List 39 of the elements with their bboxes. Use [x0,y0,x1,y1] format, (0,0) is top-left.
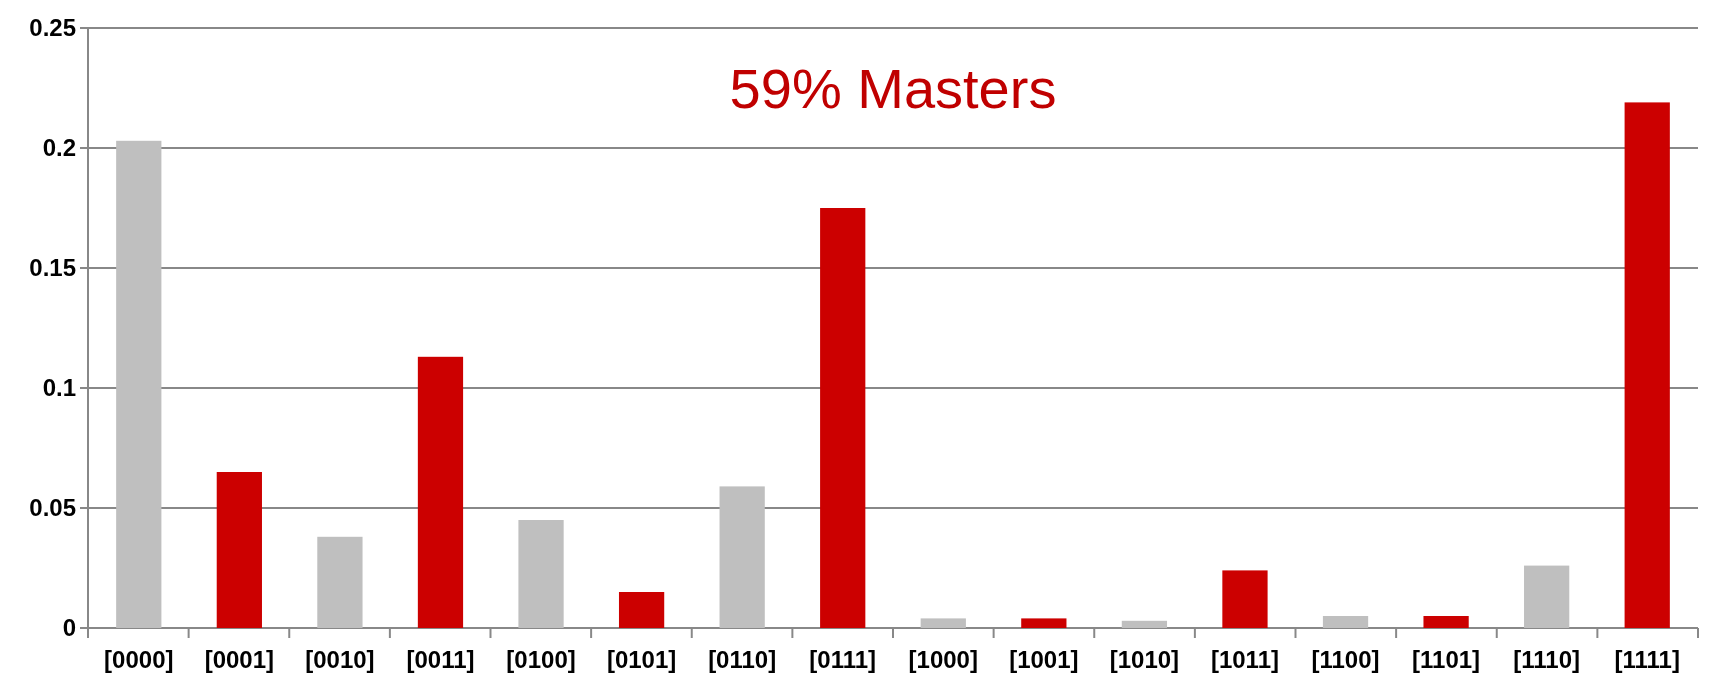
x-tick-label: [1100] [1311,646,1380,673]
bar [317,536,363,628]
bar [920,618,966,628]
bar [1624,102,1670,628]
bar [417,356,464,628]
bar [216,472,262,628]
x-tick-label: [0100] [506,646,576,673]
bar [1322,616,1369,628]
y-tick-label: 0.05 [29,494,76,522]
bar [116,140,162,628]
y-tick-label: 0.1 [42,374,76,402]
x-tick-label: [0101] [606,646,677,673]
x-tick-label: [1101] [1412,646,1481,673]
bar [1021,618,1067,628]
bar [618,592,665,628]
bar [719,486,765,628]
x-tick-label: [1111] [1614,646,1680,673]
x-tick-label: [0011] [406,646,475,673]
bar [1222,570,1268,628]
bar [820,208,866,628]
x-tick-label: [1110] [1513,646,1581,673]
x-tick-label: [0111] [809,646,877,673]
text: 59% Masters [729,57,1057,120]
bar [518,520,564,628]
bar [1524,565,1570,628]
x-tick-label: [0010] [305,646,375,673]
y-tick-label: 0.2 [42,134,76,162]
x-tick-label: [1001] [1009,646,1079,673]
x-tick-label: [1010] [1109,646,1180,673]
x-tick-label: [0110] [708,646,777,673]
bar [1121,620,1168,628]
y-tick-label: 0 [62,614,76,642]
y-tick-label: 0.25 [29,14,76,42]
bar [1423,616,1469,628]
y-tick-label: 0.15 [29,254,76,282]
x-tick-label: [1011] [1210,646,1279,673]
x-tick-label: [0000] [104,646,174,673]
x-tick-label: [1000] [908,646,978,673]
x-tick-label: [0001] [204,646,275,673]
